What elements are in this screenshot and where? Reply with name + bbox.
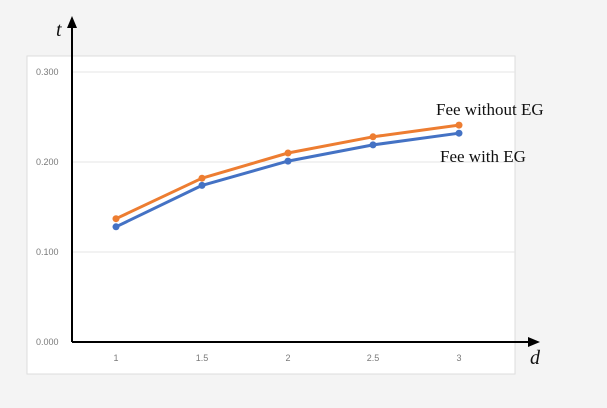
y-tick-labels: 0.000 0.100 0.200 0.300 — [36, 67, 59, 347]
data-point — [112, 223, 120, 231]
x-tick-label: 1 — [113, 353, 118, 363]
x-tick-label: 2 — [285, 353, 290, 363]
x-tick-label: 1.5 — [196, 353, 209, 363]
y-tick-label: 0.100 — [36, 247, 59, 257]
x-tick-label: 3 — [456, 353, 461, 363]
data-point — [455, 121, 463, 129]
x-tick-labels: 1 1.5 2 2.5 3 — [113, 353, 461, 363]
plot-panel — [26, 55, 516, 375]
data-point — [112, 215, 120, 223]
data-point — [455, 129, 463, 137]
series-label-without-eg: Fee without EG — [436, 100, 544, 119]
data-point — [198, 181, 206, 189]
gridlines — [72, 71, 515, 253]
y-tick-label: 0.000 — [36, 337, 59, 347]
data-point — [284, 149, 292, 157]
data-point — [369, 141, 377, 149]
data-point — [284, 157, 292, 165]
series-label-with-eg: Fee with EG — [440, 147, 526, 166]
x-axis-label: d — [530, 347, 541, 369]
data-point — [198, 174, 206, 182]
x-axis-arrow — [528, 337, 540, 347]
y-axis-label: t — [56, 19, 62, 41]
y-tick-label: 0.200 — [36, 157, 59, 167]
series-lines — [112, 121, 463, 231]
x-tick-label: 2.5 — [367, 353, 380, 363]
y-axis-arrow — [67, 16, 77, 28]
data-point — [369, 133, 377, 141]
y-tick-label: 0.300 — [36, 67, 59, 77]
